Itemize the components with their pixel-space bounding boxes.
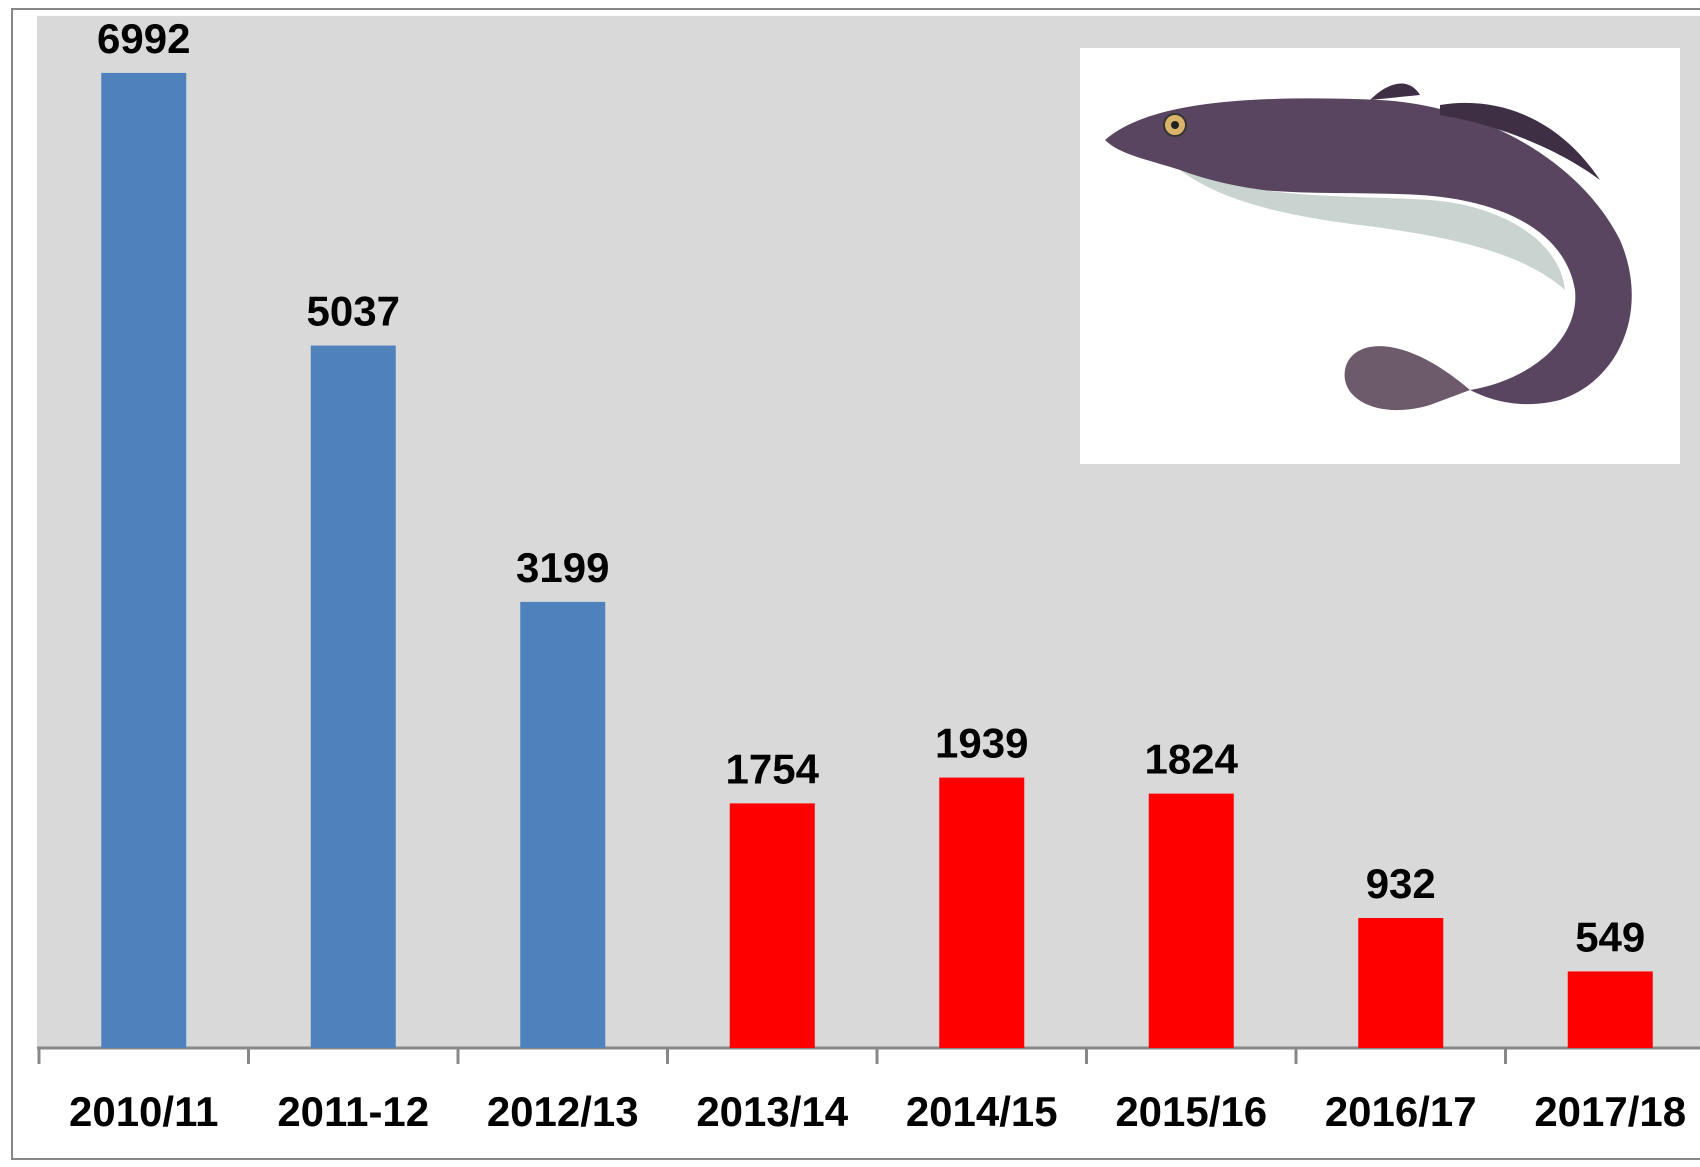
- bar: [310, 345, 396, 1048]
- fish-picture: [1080, 48, 1680, 464]
- bar: [729, 803, 815, 1048]
- x-tick-label: 2016/17: [1325, 1088, 1477, 1135]
- fish-body: [1105, 98, 1632, 405]
- data-label: 1754: [726, 745, 820, 792]
- x-tick-label: 2010/11: [69, 1088, 219, 1135]
- data-label: 1939: [935, 720, 1028, 767]
- x-tick-label: 2014/15: [906, 1088, 1058, 1135]
- data-label: 5037: [307, 288, 400, 335]
- x-tick-label: 2013/14: [696, 1088, 848, 1135]
- x-tick-label: 2017/18: [1534, 1088, 1686, 1135]
- data-label: 1824: [1145, 736, 1239, 783]
- x-tick-label: 2012/13: [487, 1088, 639, 1135]
- x-tick-label: 2011-12: [277, 1088, 429, 1135]
- fish-tail: [1344, 346, 1470, 411]
- bar: [1567, 971, 1653, 1048]
- bar: [520, 601, 606, 1048]
- bar: [1148, 793, 1234, 1048]
- bar: [1358, 918, 1444, 1048]
- fish-pupil: [1171, 121, 1179, 129]
- bar: [101, 72, 187, 1048]
- data-label: 6992: [97, 15, 190, 62]
- data-label: 932: [1366, 860, 1436, 907]
- data-label: 3199: [516, 544, 609, 591]
- x-tick-label: 2015/16: [1115, 1088, 1267, 1135]
- bar: [939, 777, 1025, 1048]
- fish-belly: [1180, 170, 1565, 290]
- fish-fin: [1370, 83, 1600, 180]
- data-label: 549: [1575, 913, 1645, 960]
